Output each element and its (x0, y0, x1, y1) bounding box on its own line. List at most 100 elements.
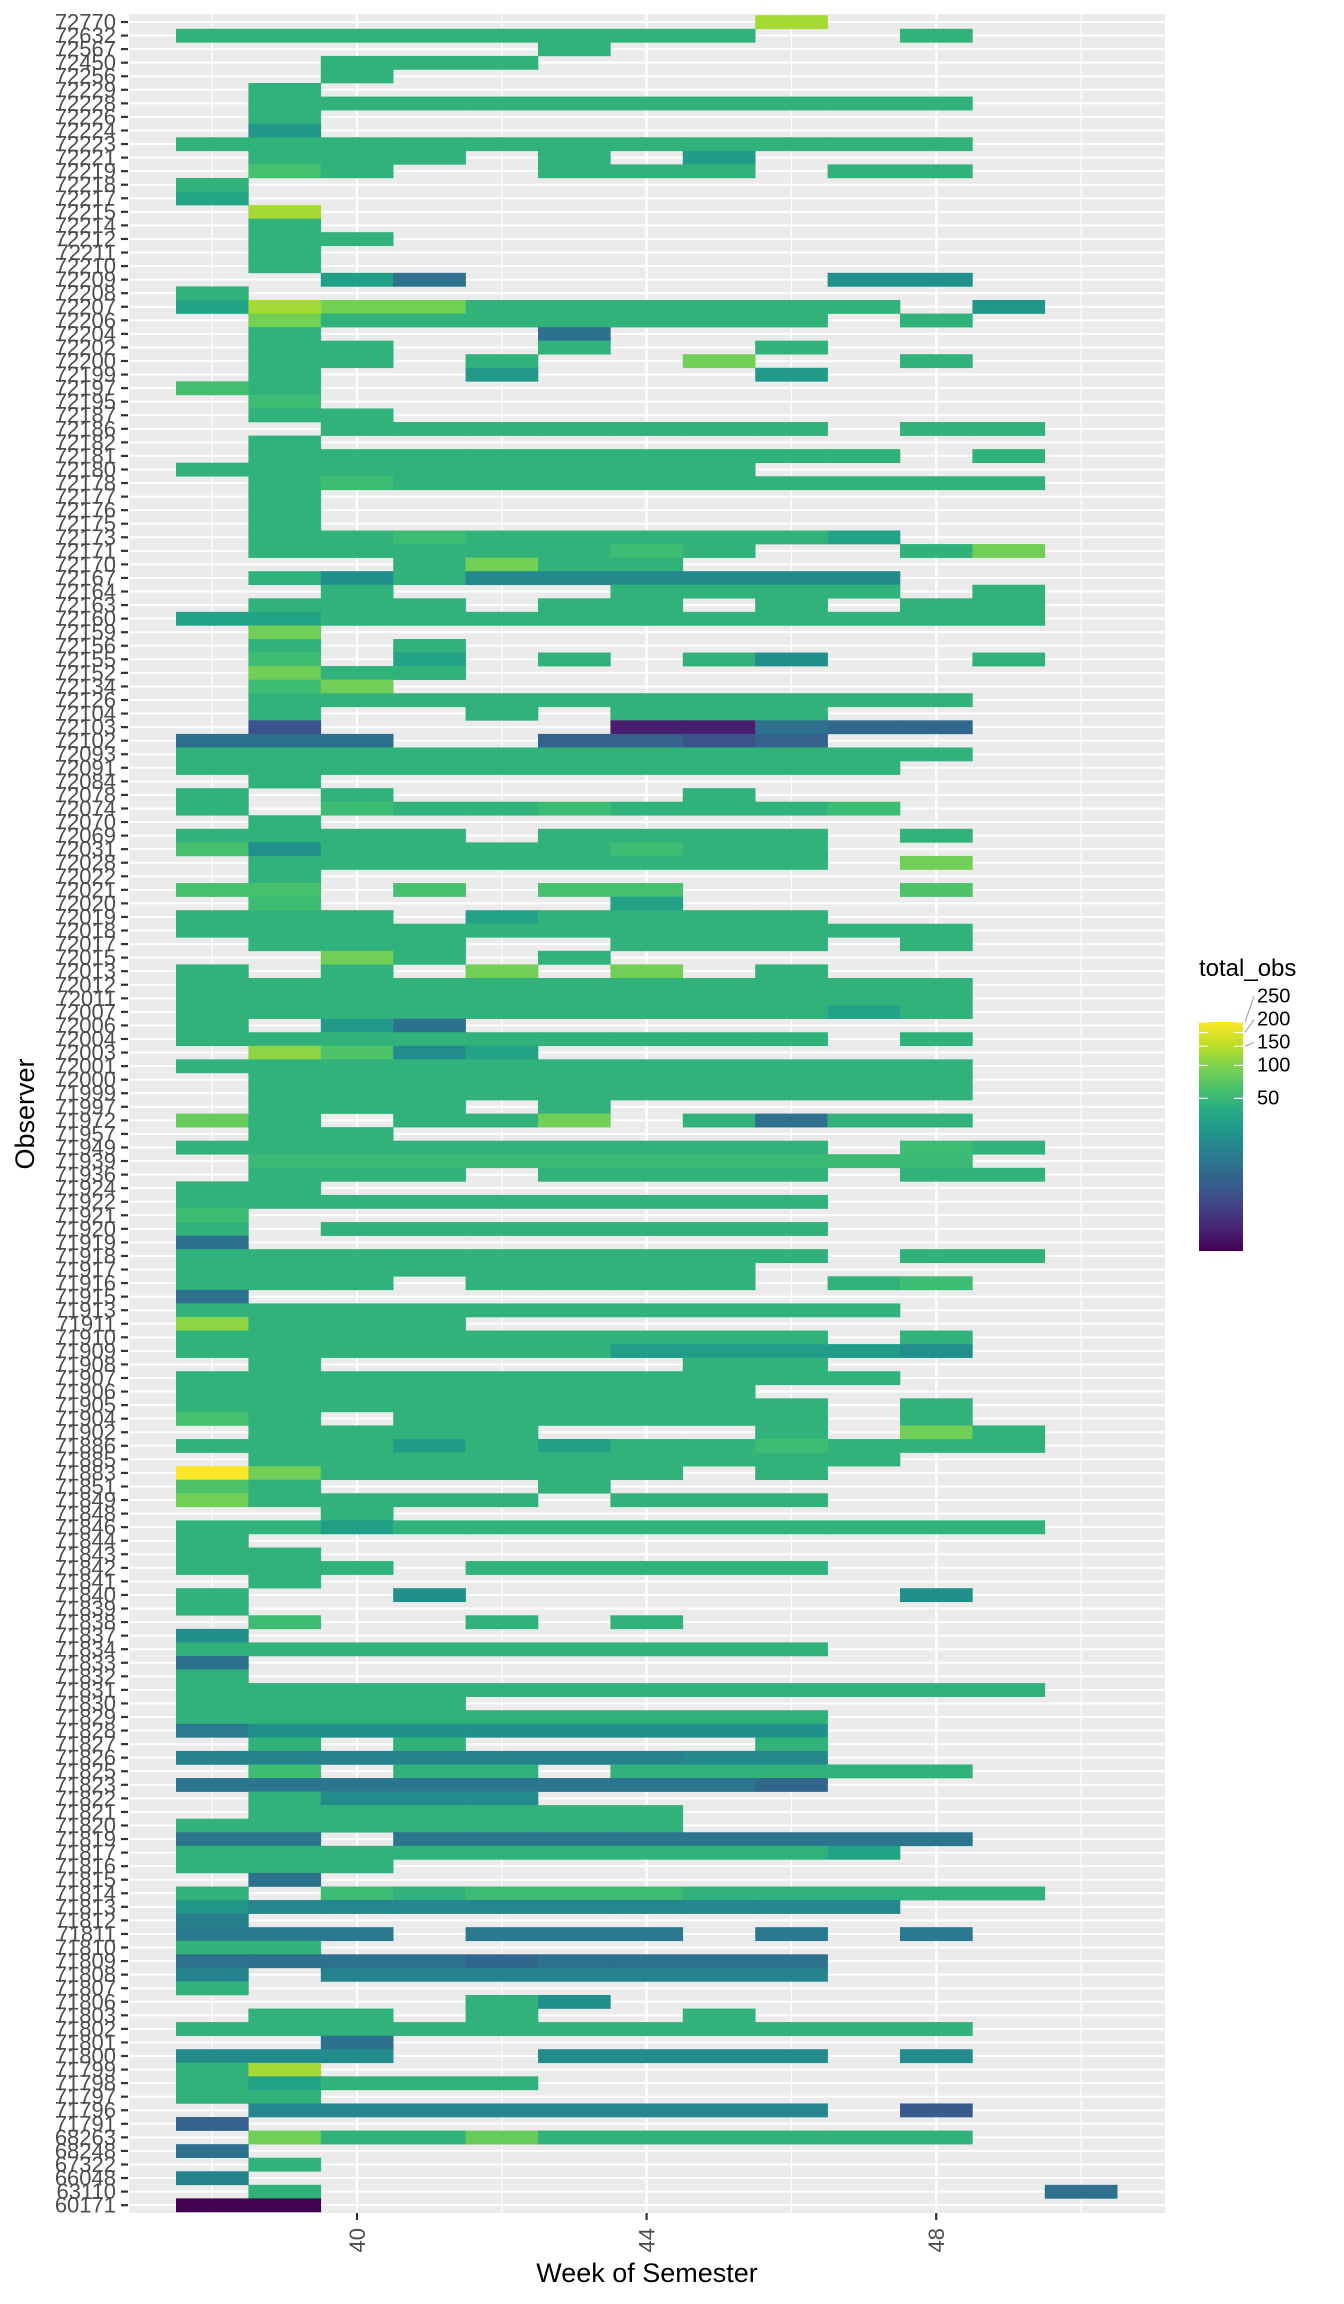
heatmap-tile (538, 652, 611, 667)
heatmap-tile (320, 1900, 394, 1914)
heatmap-tile (465, 761, 539, 775)
heatmap-tile (320, 150, 394, 165)
heatmap-tile (248, 1316, 322, 1331)
y-tick-label: 71791 (55, 2111, 116, 2136)
heatmap-tile (538, 1723, 611, 1738)
heatmap-tile (465, 1072, 539, 1087)
heatmap-tile (900, 883, 973, 897)
heatmap-tile (610, 1167, 684, 1182)
heatmap-tile (827, 299, 901, 314)
heatmap-tile (465, 1411, 539, 1426)
heatmap-tile (320, 1683, 394, 1697)
heatmap-tile (900, 977, 973, 992)
heatmap-tile (538, 313, 611, 328)
heatmap-tile (320, 1100, 394, 1114)
heatmap-tile (538, 476, 611, 491)
heatmap-tile (248, 761, 322, 775)
y-tick-label: 72020 (55, 891, 116, 916)
heatmap-tile (827, 476, 901, 491)
heatmap-tile (610, 1249, 684, 1264)
heatmap-tile (972, 1683, 1046, 1697)
heatmap-tile (248, 1696, 322, 1711)
y-tick-label: 72219 (55, 159, 116, 184)
heatmap-tile (248, 720, 322, 735)
heatmap-tile (320, 1750, 394, 1765)
y-tick-label: 72450 (55, 50, 116, 75)
y-tick-label: 71798 (55, 2071, 116, 2096)
y-tick-label: 71803 (55, 2003, 116, 2028)
heatmap-tile (900, 937, 973, 952)
heatmap-tile (393, 638, 466, 653)
heatmap-tile (393, 55, 466, 70)
heatmap-tile (248, 1750, 322, 1765)
heatmap-tile (538, 1100, 611, 1114)
heatmap-tile (248, 205, 322, 219)
heatmap-tile (176, 1330, 249, 1345)
heatmap-tile (320, 1072, 394, 1087)
y-tick-label: 72228 (55, 91, 116, 116)
heatmap-tile (320, 544, 394, 558)
heatmap-tile (465, 842, 539, 857)
heatmap-tile (176, 2076, 249, 2091)
y-tick-label: 71911 (56, 1311, 116, 1336)
heatmap-tile (900, 313, 973, 328)
y-tick-label: 72223 (55, 132, 116, 157)
heatmap-tile (538, 1683, 611, 1697)
heatmap-tile (972, 1425, 1046, 1440)
heatmap-tile (682, 1411, 756, 1426)
heatmap-tile (610, 1805, 684, 1819)
heatmap-tile (900, 611, 973, 626)
heatmap-tile (320, 1398, 394, 1413)
heatmap-tile (248, 1737, 322, 1752)
heatmap-tile (320, 693, 394, 708)
heatmap-tile (465, 693, 539, 708)
heatmap-tile (248, 408, 322, 423)
heatmap-tile (465, 977, 539, 992)
heatmap-tile (610, 28, 684, 43)
heatmap-tile (755, 584, 828, 599)
heatmap-tile (827, 1154, 901, 1169)
heatmap-tile (538, 693, 611, 708)
heatmap-tile (320, 340, 394, 355)
heatmap-tile (610, 2130, 684, 2145)
heatmap-tile (465, 855, 539, 870)
y-tick-label: 72159 (55, 620, 116, 645)
heatmap-tile (900, 1059, 973, 1074)
heatmap-tile (248, 476, 322, 491)
y-tick-label: 72018 (55, 918, 116, 943)
heatmap-tile (682, 1371, 756, 1386)
heatmap-tile (682, 299, 756, 314)
heatmap-tile (393, 652, 466, 667)
y-tick-label: 71844 (55, 1528, 116, 1553)
heatmap-tile (320, 964, 394, 979)
heatmap-tile (465, 1561, 539, 1575)
heatmap-tile (320, 1967, 394, 1982)
heatmap-tile (465, 923, 539, 938)
y-tick-label: 67322 (55, 2152, 116, 2177)
y-tick-label: 71957 (55, 1121, 116, 1146)
y-tick-label: 72011 (56, 986, 116, 1011)
heatmap-tile (248, 462, 322, 477)
heatmap-tile (176, 1398, 249, 1413)
heatmap-tile (320, 2049, 394, 2064)
heatmap-tile (538, 977, 611, 992)
heatmap-tile (610, 1398, 684, 1413)
heatmap-tile (248, 1425, 322, 1440)
heatmap-tile (682, 1262, 756, 1277)
heatmap-tile (393, 1005, 466, 1019)
heatmap-tile (538, 1072, 611, 1087)
heatmap-tile (393, 476, 466, 491)
heatmap-tile (320, 923, 394, 938)
heatmap-tile (755, 2130, 828, 2145)
heatmap-tile (176, 1493, 249, 1508)
heatmap-tile (248, 1086, 322, 1101)
heatmap-tile (465, 1439, 539, 1453)
heatmap-tile (827, 977, 901, 992)
heatmap-tile (248, 245, 322, 260)
heatmap-tile (827, 1886, 901, 1901)
heatmap-tile (755, 313, 828, 328)
heatmap-tile (176, 1344, 249, 1358)
heatmap-tile (248, 1113, 322, 1128)
heatmap-tile (972, 449, 1046, 463)
heatmap-tile (248, 896, 322, 911)
